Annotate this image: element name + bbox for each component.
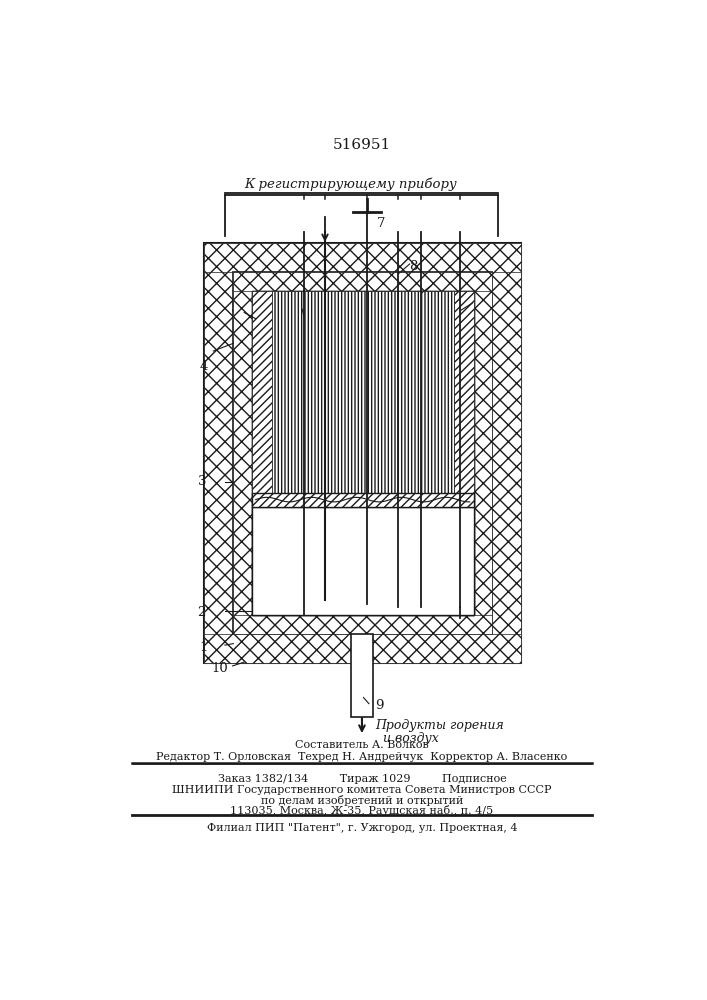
- Text: 4: 4: [200, 360, 209, 373]
- Bar: [233, 615, 492, 634]
- Text: Заказ 1382/134         Тираж 1029         Подписное: Заказ 1382/134 Тираж 1029 Подписное: [218, 774, 506, 784]
- Text: ШНИИПИ Государственного комитета Совета Министров СССР: ШНИИПИ Государственного комитета Совета …: [173, 785, 551, 795]
- Text: 9: 9: [375, 699, 383, 712]
- Bar: [454, 291, 474, 493]
- Text: 8: 8: [409, 260, 418, 273]
- Bar: [233, 272, 492, 634]
- Text: 2: 2: [197, 606, 206, 619]
- Text: Составитель А. Волков: Составитель А. Волков: [295, 740, 429, 750]
- Bar: [233, 272, 252, 634]
- Text: К регистрирующему прибору: К регистрирующему прибору: [244, 177, 457, 191]
- Bar: [252, 507, 474, 615]
- Text: 6: 6: [290, 298, 298, 311]
- Text: 10: 10: [211, 662, 228, 675]
- Text: 5: 5: [230, 302, 239, 315]
- Text: 113035, Москва, Ж-35, Раушская наб., п. 4/5: 113035, Москва, Ж-35, Раушская наб., п. …: [230, 805, 493, 816]
- Text: 7: 7: [377, 217, 385, 230]
- Bar: [233, 272, 492, 291]
- Text: Филиал ПИП "Патент", г. Ужгород, ул. Проектная, 4: Филиал ПИП "Патент", г. Ужгород, ул. Про…: [206, 823, 518, 833]
- Text: 8: 8: [472, 298, 481, 311]
- Bar: [252, 493, 474, 507]
- Bar: [204, 243, 521, 272]
- Text: и воздух: и воздух: [382, 732, 438, 745]
- Text: по делам изобретений и открытий: по делам изобретений и открытий: [261, 795, 463, 806]
- Text: Продукты горения: Продукты горения: [375, 719, 504, 732]
- Text: 1: 1: [200, 641, 209, 654]
- Bar: [252, 291, 474, 615]
- Text: 8: 8: [431, 281, 439, 294]
- Bar: [252, 291, 272, 493]
- Text: 516951: 516951: [333, 138, 391, 152]
- Bar: [252, 291, 474, 493]
- Bar: [252, 493, 474, 615]
- Bar: [272, 291, 454, 493]
- Bar: [492, 243, 521, 663]
- Bar: [204, 243, 233, 663]
- Bar: [351, 634, 373, 717]
- Text: 3: 3: [197, 475, 206, 488]
- Text: Редактор Т. Орловская  Техред Н. Андрейчук  Корректор А. Власенко: Редактор Т. Орловская Техред Н. Андрейчу…: [156, 752, 568, 762]
- Bar: [474, 272, 492, 634]
- Bar: [204, 243, 521, 663]
- Bar: [204, 634, 521, 663]
